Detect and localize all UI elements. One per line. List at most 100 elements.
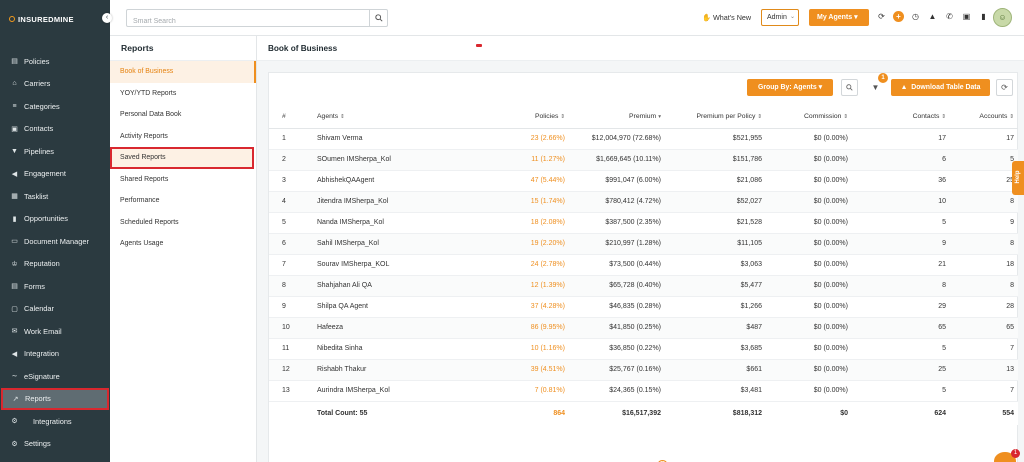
- report-item-personal-data-book[interactable]: Personal Data Book: [120, 111, 182, 118]
- table-row[interactable]: 5 Nanda IMSherpa_Kol 18 (2.08%) $387,500 (2…: [269, 212, 1018, 234]
- cell-policies[interactable]: 12 (1.39%): [461, 275, 573, 297]
- report-item-scheduled-reports[interactable]: Scheduled Reports: [120, 218, 179, 226]
- table-row[interactable]: 3 AbhishekQAAgent 47 (5.44%) $991,047 (6.00…: [269, 170, 1018, 192]
- table-row[interactable]: 10 Hafeeza 86 (9.95%) $41,850 (0.25%) $487 $0…: [269, 317, 1018, 339]
- table-row[interactable]: 7 Sourav IMSherpa_KOL 24 (2.78%) $73,500 (0…: [269, 254, 1018, 276]
- cell-agent: Sahil IMSherpa_Kol: [303, 233, 461, 255]
- table-row[interactable]: 13 Aurindra IMSherpa_Kol 7 (0.81%) $24,365 …: [269, 380, 1018, 402]
- report-item-activity-reports[interactable]: Activity Reports: [120, 132, 168, 140]
- reports-panel: Reports Book of Business YOY/YTD Reports P…: [110, 36, 257, 462]
- policies-icon: ▤: [11, 58, 18, 66]
- sidebar-item-work-email[interactable]: ✉ Work Email: [0, 320, 110, 343]
- bell-icon[interactable]: ▲: [928, 12, 937, 21]
- report-item-performance[interactable]: Performance: [120, 197, 160, 204]
- cell-premium-per-policy: $3,481: [671, 380, 770, 402]
- chip-icon[interactable]: ▣: [962, 12, 971, 21]
- sidebar-item-reports[interactable]: ↗ Reports: [1, 387, 109, 410]
- avatar[interactable]: ☺: [993, 8, 1012, 27]
- cell-policies[interactable]: 11 (1.27%): [461, 149, 573, 171]
- collapse-sidebar-icon[interactable]: ‹: [102, 13, 112, 23]
- my-agents-button[interactable]: My Agents ▾: [809, 9, 869, 26]
- sidebar-item-esignature[interactable]: ∼ eSignature: [0, 365, 110, 388]
- table-row[interactable]: 6 Sahil IMSherpa_Kol 19 (2.20%) $210,997 (1…: [269, 233, 1018, 255]
- topbar-icons: ⟳ + ◷ ▲ ✆ ▣ ▮: [876, 11, 989, 22]
- smart-search-input[interactable]: [127, 13, 369, 30]
- sidebar-item-categories[interactable]: ≡ Categories: [0, 95, 110, 118]
- clock-icon[interactable]: ◷: [912, 12, 919, 21]
- report-item-book-of-business[interactable]: Book of Business: [110, 61, 256, 83]
- sidebar-item-forms[interactable]: ▤ Forms: [0, 275, 110, 298]
- sidebar-item-engagement[interactable]: ◀ Engagement: [0, 163, 110, 186]
- cell-policies[interactable]: 86 (9.95%): [461, 317, 573, 339]
- cell-policies[interactable]: 18 (2.08%): [461, 212, 573, 234]
- caret-down-icon: ▾: [818, 84, 823, 91]
- report-item-shared-reports[interactable]: Shared Reports: [120, 175, 169, 183]
- col-header-policies[interactable]: Policies ⇕: [461, 106, 573, 129]
- table-search-button[interactable]: [841, 79, 858, 96]
- cell-contacts: 29: [864, 296, 948, 318]
- cell-index: 13: [269, 380, 303, 402]
- cell-commission: $0 (0.00%): [770, 191, 864, 213]
- chat-launcher[interactable]: [994, 452, 1016, 462]
- help-tab[interactable]: Help: [1012, 161, 1024, 195]
- col-header-agents[interactable]: Agents ⇕: [303, 106, 461, 129]
- sidebar-item-integrations[interactable]: ⚙ Integrations: [0, 410, 110, 433]
- sidebar-item-tasklist[interactable]: ▦ Tasklist: [0, 185, 110, 208]
- sidebar-item-settings[interactable]: ⚙ Settings: [0, 433, 110, 456]
- cell-policies[interactable]: 39 (4.51%): [461, 359, 573, 381]
- plus-icon[interactable]: +: [893, 11, 904, 22]
- cell-policies[interactable]: 10 (1.16%): [461, 338, 573, 360]
- sidebar-item-document-manager[interactable]: ▭ Document Manager: [0, 230, 110, 253]
- col-header-commission[interactable]: Commission ⇕: [770, 106, 864, 129]
- device-icon[interactable]: ▮: [981, 12, 986, 21]
- table-row[interactable]: 12 Rishabh Thakur 39 (4.51%) $25,767 (0.16%…: [269, 359, 1018, 381]
- cell-contacts: 8: [864, 275, 948, 297]
- brand-logo[interactable]: INSUREDMINE: [0, 0, 110, 38]
- col-header-accounts[interactable]: Accounts ⇕: [948, 106, 1018, 129]
- col-header-premium-per-policy[interactable]: Premium per Policy ⇕: [671, 106, 770, 129]
- sidebar-item-opportunities[interactable]: ▮ Opportunities: [0, 208, 110, 231]
- cell-policies[interactable]: 37 (4.28%): [461, 296, 573, 318]
- table-row[interactable]: 8 Shahjahan Ali QA 12 (1.39%) $65,728 (0.40…: [269, 275, 1018, 297]
- sidebar-item-policies[interactable]: ▤ Policies: [0, 50, 110, 73]
- search-button[interactable]: [369, 10, 387, 26]
- refresh-icon[interactable]: ⟳: [878, 12, 885, 21]
- cell-policies[interactable]: 47 (5.44%): [461, 170, 573, 192]
- sidebar-item-contacts[interactable]: ▣ Contacts: [0, 118, 110, 141]
- signature-icon: ∼: [11, 373, 18, 381]
- phone-icon[interactable]: ✆: [946, 12, 953, 21]
- group-by-button[interactable]: Group By: Agents ▾: [747, 79, 833, 96]
- sidebar-item-reputation[interactable]: ♔ Reputation: [0, 253, 110, 276]
- table-row[interactable]: 11 Nibedita Sinha 10 (1.16%) $36,850 (0.22%…: [269, 338, 1018, 360]
- cell-policies[interactable]: 15 (1.74%): [461, 191, 573, 213]
- sidebar-item-integration[interactable]: ◀ Integration: [0, 343, 110, 366]
- sidebar-item-label: Document Manager: [24, 236, 89, 246]
- refresh-icon: ⟳: [1001, 83, 1008, 92]
- table-row[interactable]: 1 Shivam Verma 23 (2.66%) $12,004,970 (72.6…: [269, 128, 1018, 150]
- table-row[interactable]: 4 Jitendra IMSherpa_Kol 15 (1.74%) $780,412…: [269, 191, 1018, 213]
- whats-new-link[interactable]: ✋ What's New: [702, 13, 751, 22]
- report-item-agents-usage[interactable]: Agents Usage: [120, 240, 164, 247]
- book-table: # Agents ⇕ Policies ⇕ Premium ▾ Premium per…: [269, 106, 1018, 425]
- role-select[interactable]: Admin ⌄: [761, 9, 799, 26]
- cell-policies[interactable]: 7 (0.81%): [461, 380, 573, 402]
- table-row[interactable]: 2 SOumen IMSherpa_Kol 11 (1.27%) $1,669,645…: [269, 149, 1018, 171]
- book-of-business-card: Group By: Agents ▾ ▼ 1 ▲ Download Table …: [268, 72, 1018, 462]
- col-header-contacts[interactable]: Contacts ⇕: [864, 106, 948, 129]
- cell-policies[interactable]: 19 (2.20%): [461, 233, 573, 255]
- cell-commission: $0 (0.00%): [770, 170, 864, 192]
- report-item-saved-reports[interactable]: Saved Reports: [110, 147, 254, 169]
- table-refresh-button[interactable]: ⟳: [996, 79, 1013, 96]
- sidebar-item-pipelines[interactable]: ▼ Pipelines: [0, 140, 110, 163]
- sidebar-item-carriers[interactable]: ⌂ Carriers: [0, 73, 110, 96]
- download-table-button[interactable]: ▲ Download Table Data: [891, 79, 990, 96]
- cell-policies[interactable]: 24 (2.78%): [461, 254, 573, 276]
- cell-policies[interactable]: 23 (2.66%): [461, 128, 573, 150]
- total-policies: 864: [461, 400, 573, 425]
- table-row[interactable]: 9 Shilpa QA Agent 37 (4.28%) $46,835 (0.28%…: [269, 296, 1018, 318]
- total-premium: $16,517,392: [573, 400, 671, 425]
- filter-button[interactable]: ▼: [867, 79, 884, 96]
- sidebar-item-calendar[interactable]: ▢ Calendar: [0, 298, 110, 321]
- col-header-premium[interactable]: Premium ▾: [573, 106, 671, 129]
- report-item-yoy-ytd-reports[interactable]: YOY/YTD Reports: [120, 89, 177, 97]
